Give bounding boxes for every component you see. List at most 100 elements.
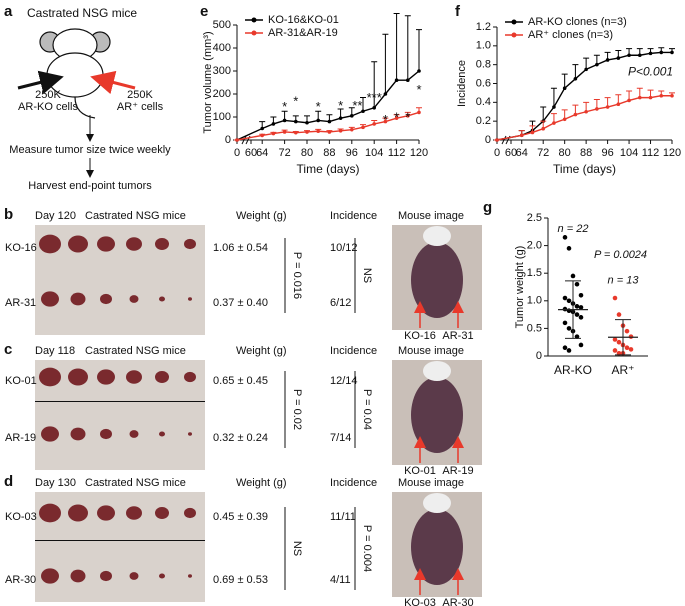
column-header: Mouse image: [398, 210, 464, 222]
point: [406, 114, 410, 118]
point: [305, 130, 309, 134]
y-tick-label: 2.0: [527, 240, 542, 252]
point: [616, 102, 621, 107]
group-name: AR-19: [5, 432, 36, 444]
annotation: n = 22: [558, 223, 589, 235]
point: [578, 305, 584, 310]
column-header: Weight (g): [236, 345, 287, 357]
point: [372, 106, 377, 110]
tumor: [126, 506, 142, 520]
point: [294, 119, 298, 124]
error-bar: [404, 15, 411, 81]
point: [383, 119, 388, 124]
point: [271, 131, 276, 136]
error-bar: [393, 13, 400, 81]
column-header: Incidence: [330, 345, 377, 357]
point: [628, 347, 634, 352]
arrow: [90, 70, 136, 95]
point: [271, 122, 276, 126]
point: [566, 298, 572, 304]
error-bar: [371, 61, 378, 108]
photo-title: Castrated NSG mice: [85, 345, 186, 357]
point: [573, 112, 578, 117]
tumor: [129, 430, 139, 438]
tumor: [184, 507, 196, 519]
x-tick-label: 80: [559, 147, 571, 159]
weight-stat: NS: [291, 541, 303, 556]
weight-stat: P = 0.016: [291, 252, 303, 299]
photo-title: Castrated NSG mice: [85, 477, 186, 489]
annotation: *: [416, 82, 421, 97]
point: [552, 105, 556, 109]
tumor: [129, 572, 139, 580]
group-name: AR-31: [5, 297, 36, 309]
incidence: 11/11: [330, 511, 356, 523]
tumor: [97, 505, 115, 521]
mouse-title: Castrated NSG mice: [27, 6, 137, 20]
weight: 0.65 ± 0.45: [213, 375, 268, 387]
x-tick-label: 60: [245, 147, 257, 159]
point: [638, 53, 642, 58]
point: [530, 130, 535, 135]
point: [616, 339, 622, 345]
tumor: [68, 235, 88, 253]
x-tick-label: 80: [301, 147, 313, 159]
annotation: *: [316, 99, 321, 114]
point: [659, 93, 664, 98]
y-tick-label: 500: [213, 19, 231, 31]
tumor: [100, 570, 112, 582]
error-bar: [540, 106, 547, 122]
legend-label: AR-31&AR-19: [268, 27, 338, 39]
point: [624, 328, 630, 334]
y-tick-label: 1.2: [476, 21, 491, 33]
mouse-head: [423, 361, 451, 381]
y-tick-label: 100: [213, 111, 231, 123]
y-tick-label: 0.2: [476, 115, 491, 127]
point: [417, 69, 421, 73]
error-bar: [360, 96, 366, 112]
point: [394, 116, 399, 120]
tumor: [184, 238, 196, 250]
x-tick-label: 0: [234, 147, 240, 159]
incidence: 7/14: [330, 432, 351, 444]
tumor: [159, 296, 165, 302]
tumor: [184, 371, 196, 383]
point: [361, 125, 365, 130]
tumor: [155, 238, 169, 250]
point: [338, 129, 343, 133]
point: [574, 334, 580, 339]
panel-label: b: [4, 206, 13, 223]
tumor: [159, 573, 165, 579]
group-name: KO-03: [5, 511, 37, 523]
point: [612, 295, 618, 301]
legend-marker: [511, 19, 517, 25]
y-tick-label: 1.0: [476, 40, 491, 52]
point: [570, 273, 576, 279]
point: [584, 67, 588, 72]
tumor: [70, 427, 86, 441]
column-header: Weight (g): [236, 210, 287, 222]
tumor: [188, 297, 192, 301]
panel-label: c: [4, 341, 12, 358]
x-tick-label: 120: [663, 147, 681, 159]
point: [562, 320, 568, 326]
weight: 0.69 ± 0.53: [213, 574, 268, 586]
legend-marker: [511, 32, 517, 38]
point: [338, 116, 343, 120]
incidence-stat: P = 0.04: [361, 389, 373, 430]
image-label: AR-31: [442, 330, 473, 342]
annotation: *: [394, 110, 399, 125]
x-tick-label: 104: [365, 147, 383, 159]
annotation: *: [383, 112, 388, 127]
legend-label: AR-KO clones (n=3): [528, 16, 627, 28]
point: [648, 95, 653, 100]
tumor: [97, 369, 115, 385]
point: [616, 350, 622, 356]
mouse-head: [423, 493, 451, 513]
point: [372, 122, 377, 126]
point: [670, 93, 674, 98]
mouse-body: [411, 242, 463, 318]
step: Measure tumor size twice weekly: [9, 144, 171, 156]
tumor: [126, 237, 142, 251]
tumor-photo: [35, 225, 205, 335]
